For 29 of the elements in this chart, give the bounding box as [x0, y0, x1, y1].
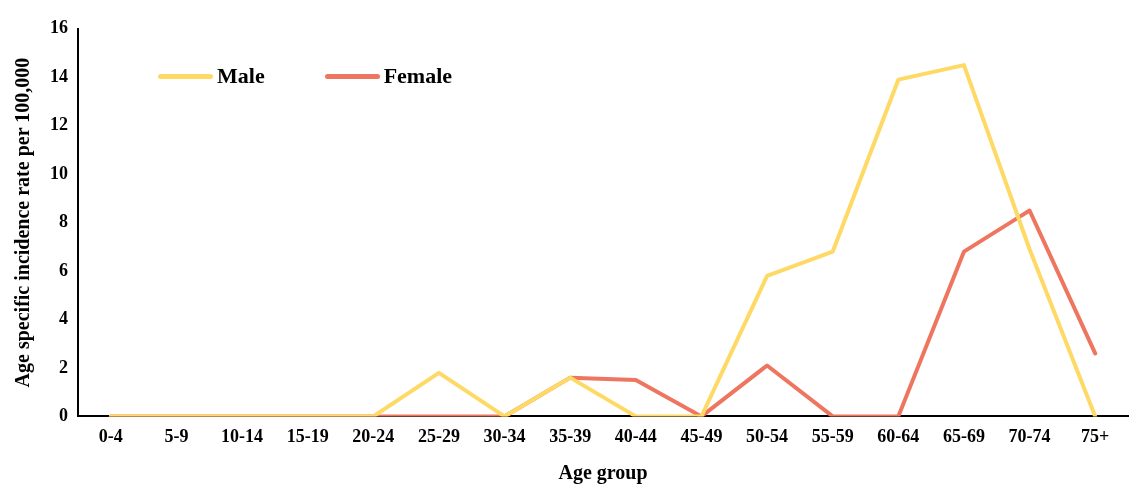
y-tick-label: 12	[50, 114, 68, 135]
y-tick-label: 14	[50, 65, 68, 86]
y-tick-label: 8	[59, 211, 68, 232]
x-tick-label: 30-34	[483, 425, 526, 446]
y-tick-label: 2	[59, 356, 68, 377]
x-tick-label: 15-19	[286, 425, 329, 446]
y-tick-label: 4	[59, 308, 68, 329]
x-tick-label: 0-4	[98, 425, 123, 446]
x-tick-label: 35-39	[549, 425, 592, 446]
x-tick-label: 5-9	[164, 425, 189, 446]
legend-label: Male	[217, 63, 265, 89]
x-tick-label: 50-54	[746, 425, 789, 446]
y-tick-label: 0	[59, 405, 68, 426]
x-tick-label: 65-69	[942, 425, 985, 446]
x-tick-label: 75+	[1081, 425, 1110, 446]
x-tick-label: 10-14	[221, 425, 264, 446]
x-tick-label: 55-59	[811, 425, 854, 446]
x-tick-label: 45-49	[680, 425, 723, 446]
y-tick-label: 16	[50, 17, 68, 38]
x-tick-label: 20-24	[352, 425, 395, 446]
legend-label: Female	[383, 63, 453, 89]
x-tick-label: 60-64	[877, 425, 920, 446]
y-tick-label: 10	[50, 162, 68, 183]
y-axis-title: Age specific incidence rate per 100,000	[11, 57, 35, 388]
x-axis-title: Age group	[558, 461, 648, 485]
y-tick-label: 6	[59, 259, 68, 280]
x-tick-label: 40-44	[614, 425, 657, 446]
x-tick-label: 70-74	[1008, 425, 1051, 446]
x-tick-label: 25-29	[417, 425, 460, 446]
